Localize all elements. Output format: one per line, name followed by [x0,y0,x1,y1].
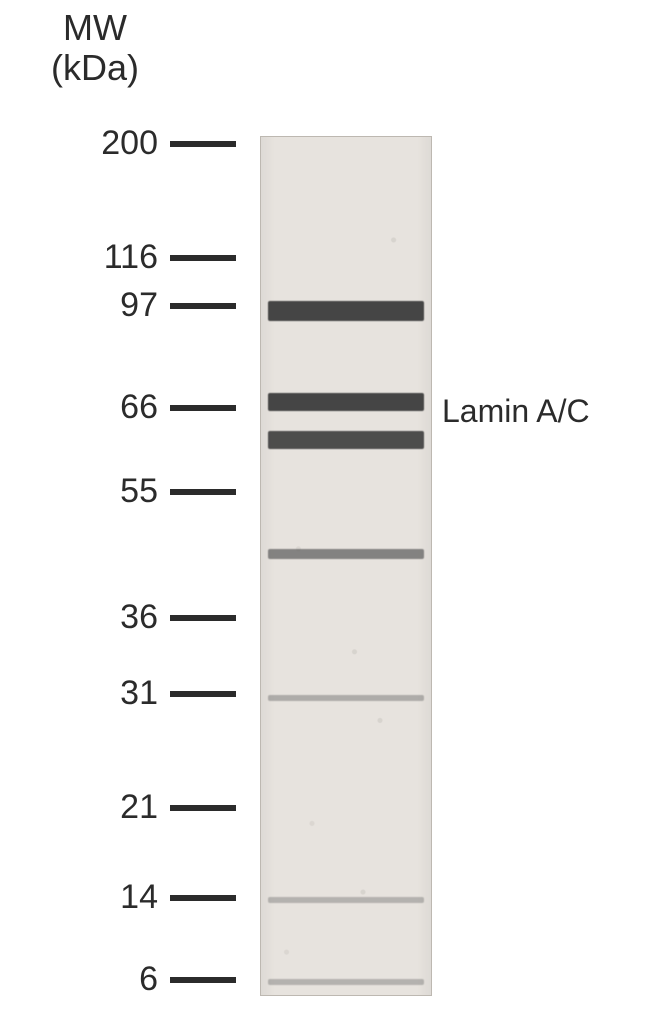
mw-label-36: 36 [8,598,158,637]
mw-tick-31 [170,691,236,697]
mw-label-200: 200 [8,124,158,163]
band-5 [268,897,424,903]
band-3 [268,549,424,559]
mw-tick-55 [170,489,236,495]
mw-tick-200 [170,141,236,147]
blot-lane [260,136,432,996]
mw-tick-36 [170,615,236,621]
mw-label-6: 6 [8,960,158,999]
axis-title-line1: MW [5,8,185,48]
mw-label-31: 31 [8,674,158,713]
band-4 [268,695,424,701]
mw-tick-97 [170,303,236,309]
band-annotation-lamin: Lamin A/C [442,393,590,430]
axis-title-line2: (kDa) [5,48,185,88]
band-2 [268,431,424,449]
mw-label-66: 66 [8,388,158,427]
mw-label-97: 97 [8,286,158,325]
mw-tick-14 [170,895,236,901]
lane-texture [261,137,431,995]
mw-label-14: 14 [8,878,158,917]
mw-tick-66 [170,405,236,411]
band-6 [268,979,424,985]
band-0 [268,301,424,321]
mw-tick-21 [170,805,236,811]
mw-tick-6 [170,977,236,983]
western-blot-figure: MW (kDa) 200 116 97 66 55 36 31 21 14 6 Lamin A/C [0,0,650,1024]
mw-label-55: 55 [8,472,158,511]
axis-title: MW (kDa) [5,8,185,87]
band-1 [268,393,424,411]
mw-label-116: 116 [8,238,158,277]
mw-tick-116 [170,255,236,261]
mw-label-21: 21 [8,788,158,827]
